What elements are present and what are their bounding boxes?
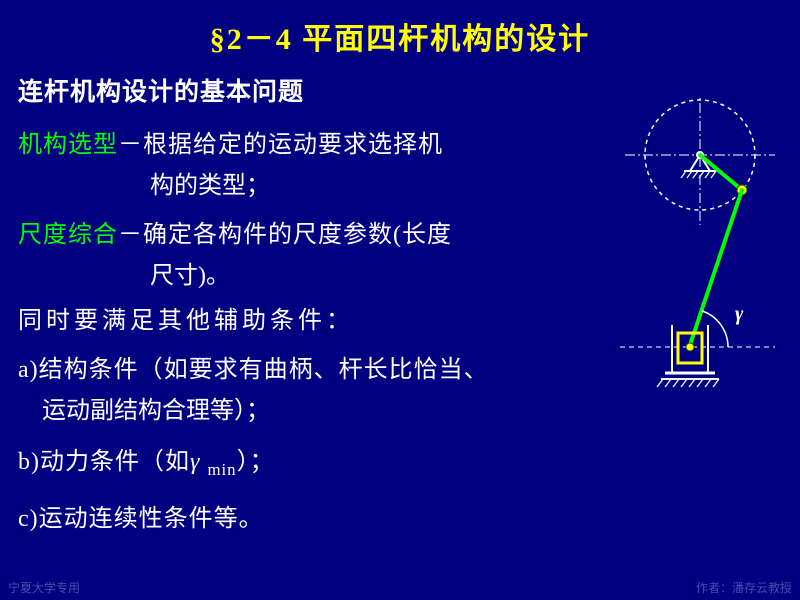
term-2: 尺度综合	[18, 222, 118, 248]
line-5: b)动力条件（如γ min）；	[18, 441, 800, 480]
diagram-svg: γ	[560, 95, 780, 415]
term-1: 机构选型	[18, 132, 118, 158]
gamma-sub: min	[207, 460, 236, 479]
line-6: c)运动连续性条件等。	[18, 498, 800, 533]
gamma-symbol: γ	[190, 449, 200, 475]
footer-right: 作者：潘存云教授	[696, 579, 792, 596]
text-2b: －确定各构件的尺度参数(长度	[118, 222, 452, 248]
mechanism-diagram: γ	[560, 95, 780, 415]
text-5b: ）；	[237, 449, 275, 475]
slide-title: §2－4 平面四杆机构的设计	[0, 0, 800, 58]
footer-left: 宁夏大学专用	[8, 579, 80, 596]
svg-text:γ: γ	[735, 303, 744, 325]
text-1b: －根据给定的运动要求选择机	[118, 132, 443, 158]
text-5a: b)动力条件（如	[18, 449, 190, 475]
